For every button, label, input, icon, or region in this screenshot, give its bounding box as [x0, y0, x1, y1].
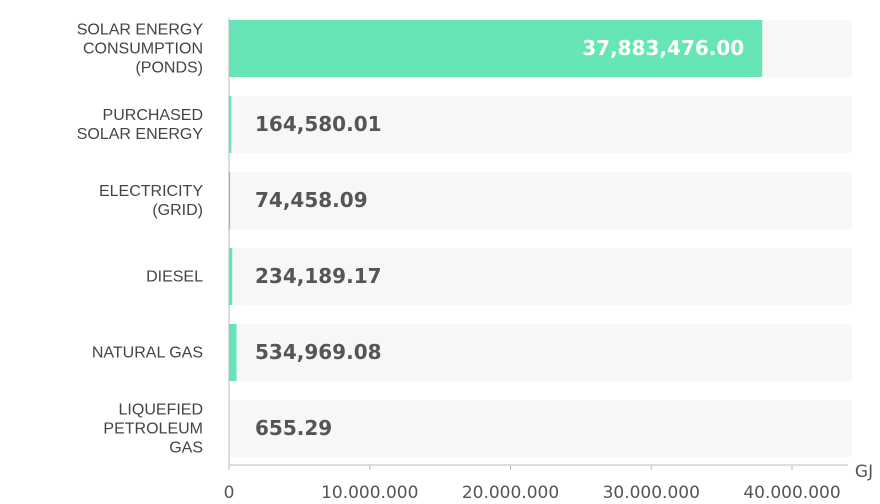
- row-background: [229, 400, 852, 457]
- row-background: [229, 96, 852, 153]
- row-background: [229, 172, 852, 229]
- bar: [229, 20, 763, 77]
- category-label: LIQUEFIED PETROLEUM GAS: [103, 401, 203, 456]
- value-label: 37,883,476.00: [582, 36, 744, 60]
- category-label: ELECTRICITY (GRID): [98, 182, 203, 219]
- category-label: DIESEL: [146, 268, 203, 285]
- value-label: 74,458.09: [255, 188, 368, 212]
- bar: [229, 172, 231, 229]
- bar: [229, 324, 237, 381]
- x-axis-label: GJ: [855, 462, 873, 482]
- x-tick-label: 0: [224, 483, 235, 503]
- x-tick-label: 40.000.000: [743, 483, 840, 503]
- row-background: [229, 324, 852, 381]
- value-label: 164,580.01: [255, 112, 382, 136]
- category-label: NATURAL GAS: [91, 344, 203, 361]
- bar: [229, 248, 233, 305]
- x-tick-label: 20.000.000: [462, 483, 559, 503]
- bar: [229, 96, 232, 153]
- category-label: PURCHASED SOLAR ENERGY: [76, 106, 203, 143]
- value-label: 234,189.17: [255, 264, 382, 288]
- x-tick-label: 10.000.000: [321, 483, 418, 503]
- x-tick-label: 30.000.000: [603, 483, 700, 503]
- row-background: [229, 248, 852, 305]
- value-label: 655.29: [255, 416, 332, 440]
- value-label: 534,969.08: [255, 340, 382, 364]
- category-label: SOLAR ENERGY CONSUMPTION (PONDS): [76, 21, 203, 76]
